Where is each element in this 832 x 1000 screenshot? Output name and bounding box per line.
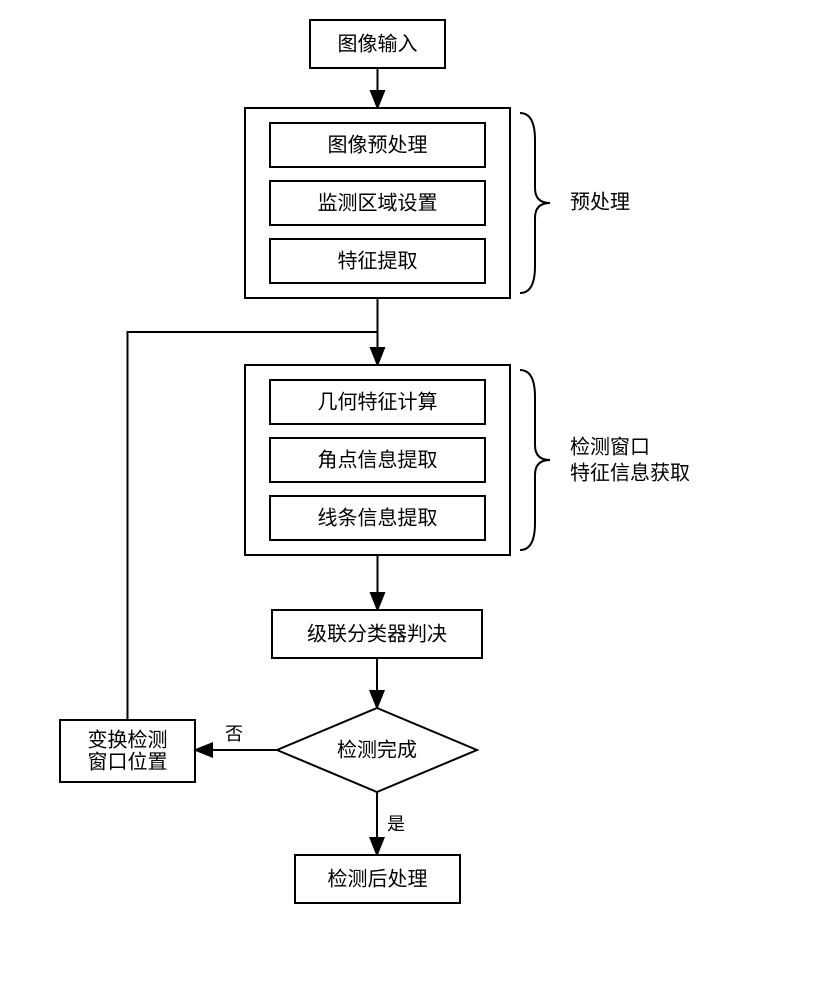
group2-annotation-line2: 特征信息获取	[570, 461, 690, 484]
branch-yes: 是	[387, 814, 405, 834]
node-change-label1: 变换检测	[88, 728, 168, 751]
brace-group1	[520, 113, 550, 293]
group1-annotation: 预处理	[570, 190, 630, 213]
node-geom-label: 几何特征计算	[318, 390, 438, 413]
node-region-label: 监测区域设置	[318, 191, 438, 214]
brace-group2	[520, 370, 550, 550]
node-post-label: 检测后处理	[328, 867, 428, 890]
node-preprocess-label: 图像预处理	[328, 133, 428, 156]
group2-annotation-line1: 检测窗口	[570, 435, 650, 458]
node-corner-label: 角点信息提取	[318, 448, 438, 471]
node-feature-label: 特征提取	[338, 249, 418, 272]
node-line-label: 线条信息提取	[318, 506, 438, 529]
node-change-label2: 窗口位置	[88, 750, 168, 773]
node-input-label: 图像输入	[338, 32, 418, 55]
node-cascade-label: 级联分类器判决	[307, 622, 447, 645]
node-decision-label: 检测完成	[337, 738, 417, 761]
branch-no: 否	[225, 724, 243, 744]
